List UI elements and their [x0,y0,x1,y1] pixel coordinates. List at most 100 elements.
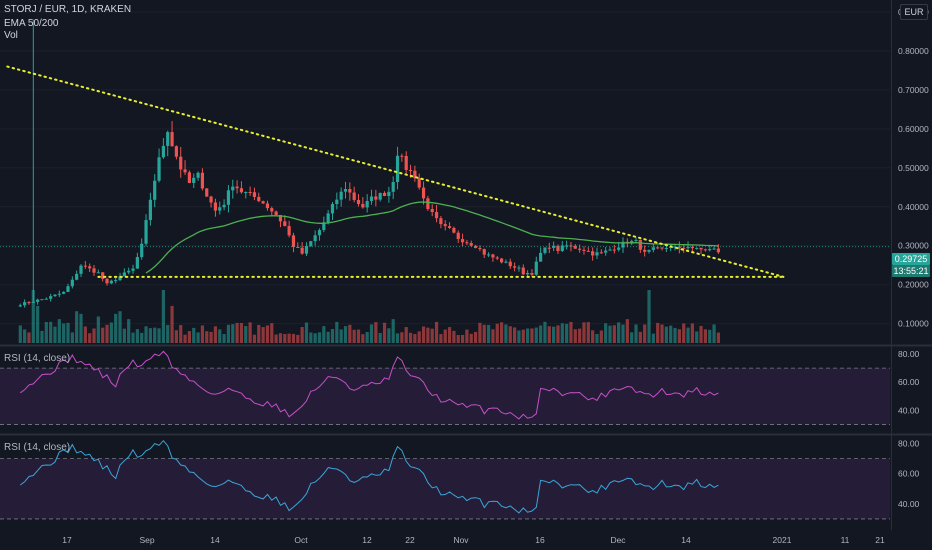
volume-bar [322,326,326,343]
candle [187,172,192,183]
time-tick-label: 12 [362,535,372,545]
main-pane: 0.900000.800000.700000.600000.500000.400… [0,7,929,329]
candle [434,212,439,219]
candle [521,267,525,275]
volume-bar [647,290,651,343]
candle [452,227,456,233]
volume-bar [23,329,27,343]
volume-bar [595,334,599,343]
candle [118,276,122,281]
candle [339,191,343,200]
ema-line[interactable] [145,201,719,274]
volume-bar [144,326,148,343]
volume-bar [664,326,668,343]
candle [148,199,152,221]
candle [573,245,577,249]
rsi-tick-label: 40.00 [898,405,920,415]
rsi-legend-2[interactable]: RSI (14, close) [4,442,70,454]
rsi-pane-2: 80.00 60.00 40.00 [0,439,920,520]
candle [491,254,495,258]
volume-bar [278,333,283,343]
volume-bar [62,323,66,343]
volume-bar [374,322,378,343]
ema-legend[interactable]: EMA 50/200 [4,18,58,30]
volume-bar [153,327,157,343]
volume-bars [18,290,720,343]
volume-bar [513,327,517,343]
volume-bar [400,332,404,343]
descending-resistance-trendline[interactable] [6,65,785,278]
candle [140,243,144,258]
volume-bar [716,332,720,343]
price-tick-label: 0.10000 [898,319,929,329]
rsi-line-1[interactable] [20,350,719,420]
symbol-legend[interactable]: STORJ / EUR, 1D, KRAKEN [4,4,131,16]
candle [708,249,712,251]
candle [49,296,53,299]
candle [88,266,92,269]
time-tick-label: 17 [62,535,72,545]
volume-bar [486,324,491,343]
rsi-legend-1[interactable]: RSI (14, close) [4,353,70,365]
volume-bar [343,326,348,343]
volume-bar [222,334,226,343]
candle [153,180,157,200]
candle [66,286,70,292]
rsi-band [0,458,890,519]
candle [166,132,170,146]
volume-bar [105,324,109,343]
volume-bar [49,321,53,343]
volume-bar [200,325,205,343]
volume-bar [209,331,213,343]
volume-bar [673,327,677,343]
volume-bar [140,332,144,343]
candle [677,246,681,248]
candle [179,156,183,170]
volume-legend[interactable]: Vol [4,30,18,42]
volume-bar [248,322,252,343]
volume-bar [44,321,48,343]
time-tick-label: 14 [210,535,220,545]
candle [591,251,595,256]
volume-bar [656,322,660,343]
volume-bar [287,333,291,343]
volume-bar [491,329,495,343]
candle [417,178,421,188]
volume-bar [170,305,174,343]
volume-bar [660,324,664,343]
volume-bar [196,332,200,343]
volume-bar [122,328,126,343]
volume-bar [127,319,131,343]
volume-bar [599,330,603,343]
candle [482,249,486,255]
currency-button[interactable]: EUR [900,4,928,20]
volume-bar [395,333,400,343]
volume-bar [582,322,586,343]
candle [257,196,261,202]
candle [291,235,296,247]
volume-bar [40,330,44,343]
volume-bar [504,324,508,343]
volume-bar [83,326,87,343]
volume-bar [252,334,257,343]
candle [582,249,586,251]
price-tick-label: 0.20000 [898,280,929,290]
volume-bar [421,326,426,343]
volume-bar [669,325,673,343]
candle [92,268,96,273]
candle [304,245,309,254]
volume-bar [109,322,113,343]
volume-bar [265,325,270,343]
candle [513,266,517,268]
volume-bar [499,322,504,343]
volume-bar [270,323,274,343]
candle [244,192,248,194]
candle [352,192,356,200]
candle [317,230,322,236]
volume-bar [291,333,296,343]
volume-bar [261,327,265,343]
volume-bar [300,327,304,343]
volume-bar [96,316,100,343]
rsi-line-2[interactable] [20,439,719,514]
